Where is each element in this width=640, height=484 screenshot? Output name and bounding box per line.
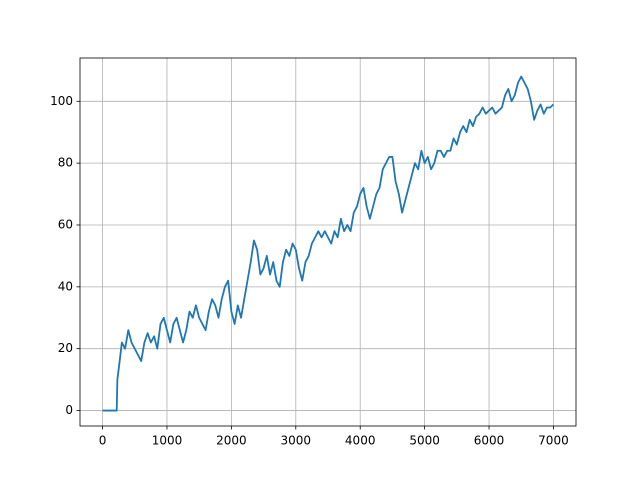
x-tick-label: 0 (99, 434, 107, 448)
y-tick-label: 40 (58, 279, 73, 293)
x-tick-label: 2000 (216, 434, 247, 448)
x-tick-label: 3000 (281, 434, 312, 448)
plot-frame (79, 57, 577, 427)
y-tick-label: 100 (50, 94, 73, 108)
x-tick-label: 5000 (409, 434, 440, 448)
y-tick-label: 60 (58, 217, 73, 231)
y-tick-label: 20 (58, 341, 73, 355)
y-tick-label: 0 (65, 403, 73, 417)
x-tick-label: 1000 (152, 434, 183, 448)
x-tick-label: 7000 (538, 434, 569, 448)
y-tick-label: 80 (58, 156, 73, 170)
x-tick-label: 4000 (345, 434, 376, 448)
x-tick-label: 6000 (474, 434, 505, 448)
data-line (102, 75, 555, 412)
